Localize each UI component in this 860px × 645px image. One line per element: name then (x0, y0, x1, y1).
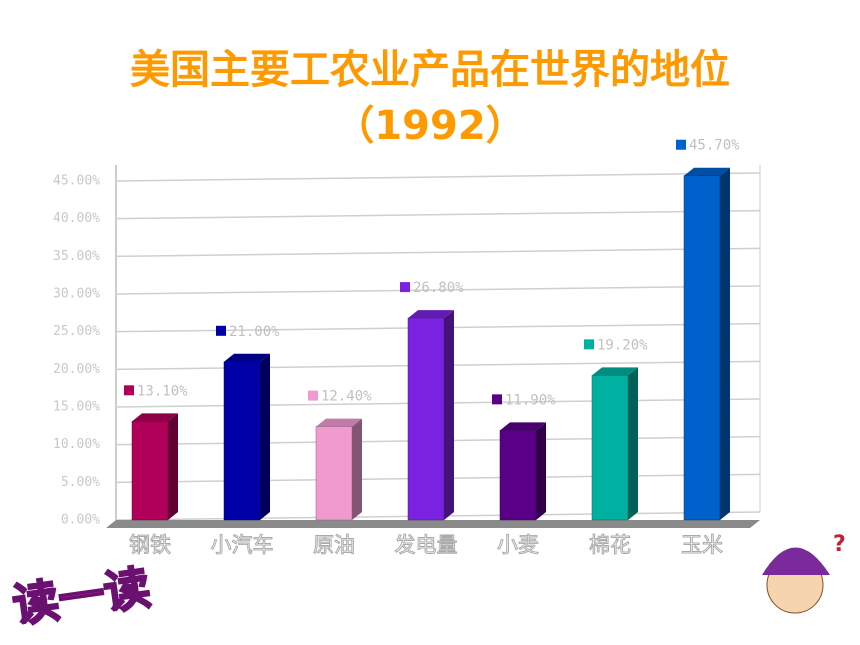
y-tick-label: 30.00% (53, 287, 100, 302)
y-tick-label: 0.00% (61, 513, 100, 528)
value-label: 12.40% (321, 389, 372, 405)
grid-line (115, 209, 761, 220)
floor (106, 520, 760, 528)
bar-side (720, 167, 730, 520)
bar-side (352, 418, 362, 520)
bar-top (500, 422, 546, 431)
bar-side (168, 413, 178, 520)
bar-top (408, 310, 454, 319)
value-label-key (492, 394, 502, 405)
y-tick-label: 20.00% (53, 362, 100, 377)
y-tick-label: 10.00% (53, 437, 100, 452)
value-label: 13.10% (137, 383, 188, 399)
x-tick-label: 棉花 (589, 533, 631, 557)
y-tick-label: 15.00% (53, 400, 100, 415)
bar (591, 375, 629, 521)
x-tick-label: 原油 (313, 533, 355, 557)
value-label: 11.90% (505, 392, 556, 408)
bar (315, 426, 353, 521)
y-tick-label: 25.00% (53, 324, 100, 339)
bar (223, 361, 261, 521)
y-tick-label: 5.00% (61, 475, 100, 490)
value-label-key (584, 339, 594, 350)
value-label-key (676, 139, 686, 150)
value-label: 21.00% (229, 324, 280, 340)
x-tick-label: 小汽车 (211, 533, 274, 557)
value-label-key (308, 390, 318, 401)
x-tick-label: 小麦 (497, 533, 539, 557)
grid-line (115, 285, 761, 295)
y-tick-label: 35.00% (53, 249, 100, 264)
chart-subtitle: （1992） (334, 103, 525, 149)
bar-top (684, 167, 730, 176)
x-tick-label: 玉米 (681, 533, 723, 557)
value-label-key (124, 385, 134, 396)
mascot: ? (762, 532, 846, 614)
bar-top (316, 418, 362, 427)
x-tick-label: 发电量 (395, 533, 458, 557)
bar (683, 175, 721, 521)
x-tick-label: 钢铁 (129, 533, 171, 557)
bar (499, 430, 537, 521)
grid-line (115, 172, 761, 182)
bar-side (260, 353, 270, 520)
y-tick-label: 45.00% (53, 174, 100, 189)
badge: 读一读 (9, 560, 153, 633)
value-label-key (400, 282, 410, 293)
value-label-key (216, 325, 226, 336)
bar (131, 421, 169, 521)
bar (407, 317, 445, 521)
chart-title: 美国主要工农业产品在世界的地位 (130, 47, 730, 93)
bar-top (224, 353, 270, 362)
bar-top (132, 413, 178, 422)
value-label: 26.80% (413, 280, 464, 296)
grid-line (115, 247, 761, 258)
bar-side (536, 422, 546, 520)
bar-side (628, 367, 638, 520)
y-tick-label: 40.00% (53, 211, 100, 226)
bar-side (444, 310, 454, 520)
svg-text:?: ? (833, 532, 846, 557)
bar-top (592, 367, 638, 376)
value-label: 19.20% (597, 337, 648, 353)
value-label: 45.70% (689, 138, 740, 154)
